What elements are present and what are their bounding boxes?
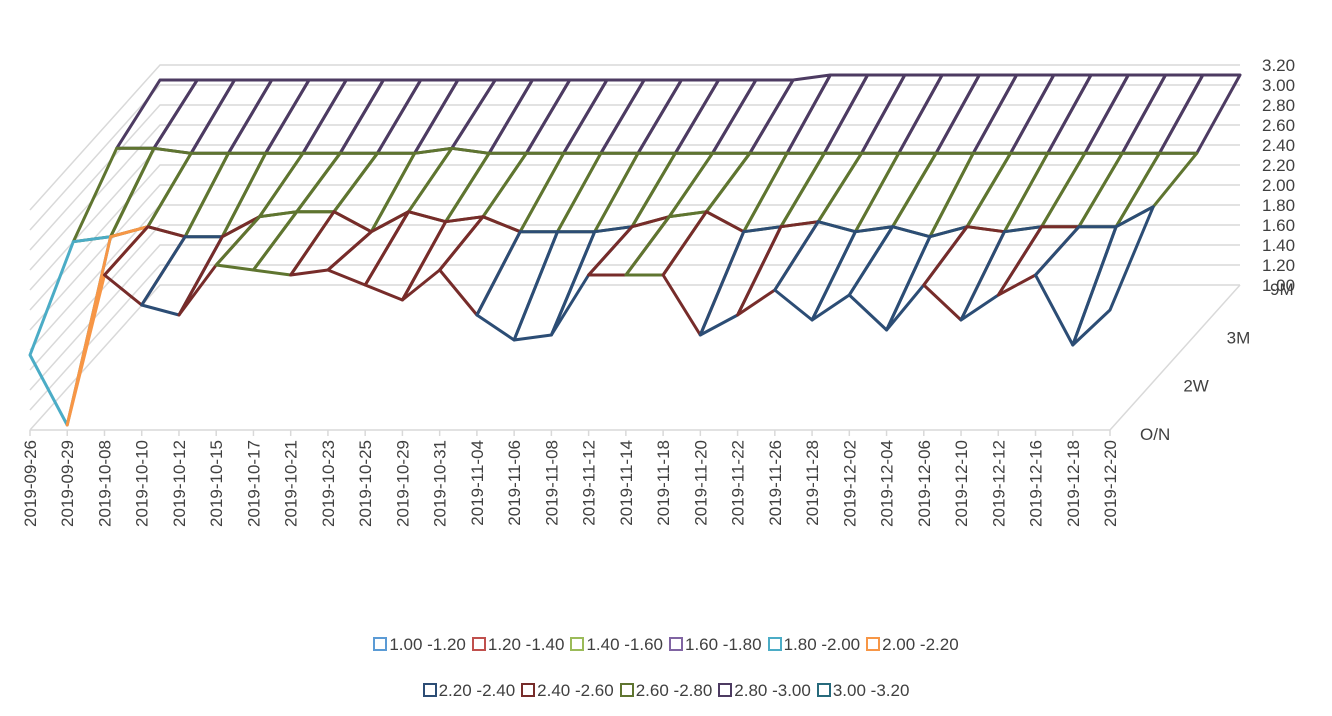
legend-swatch — [570, 637, 585, 651]
depth-tick-label: O/N — [1140, 425, 1170, 444]
x-tick-label: 2019-11-18 — [654, 440, 673, 526]
gridline-1.60 — [29, 224, 1240, 371]
x-tick-label: 2019-11-04 — [468, 440, 487, 526]
legend-item: 1.20 -1.40 — [471, 635, 565, 655]
surface-cell-O/N-2019-12-18 — [1071, 205, 1155, 347]
legend-swatch — [373, 637, 388, 651]
x-tick-label: 2019-11-26 — [766, 440, 785, 526]
legend-swatch — [718, 683, 733, 697]
depth-tick-label: 2W — [1183, 377, 1209, 396]
legend-swatch — [521, 683, 536, 697]
legend-label: 3.00 -3.20 — [832, 681, 910, 700]
x-tick-label: 2019-12-18 — [1064, 440, 1083, 527]
legend-swatch — [619, 683, 634, 697]
legend-item: 2.00 -2.20 — [866, 635, 959, 655]
z-tick-label: 3.20 — [1262, 56, 1295, 75]
legend-label: 1.60 -1.80 — [685, 635, 762, 654]
legend-item: 2.40 -2.60 — [521, 681, 614, 701]
x-tick-label: 2019-10-10 — [133, 440, 152, 527]
z-tick-label: 3.00 — [1262, 76, 1295, 95]
z-tick-label: 2.20 — [1262, 156, 1295, 175]
z-tick-label: 2.80 — [1262, 96, 1295, 115]
legend-swatch — [866, 637, 881, 651]
z-tick-label: 1.00 — [1262, 276, 1295, 295]
depth-axis: O/N 2W 3M 9M — [1140, 280, 1294, 444]
legend-swatch — [422, 683, 437, 697]
x-tick-label: 2019-10-12 — [170, 440, 189, 527]
gridline-3.20 — [29, 64, 1240, 211]
z-tick-label: 2.60 — [1262, 116, 1295, 135]
x-tick-label: 2019-11-14 — [617, 440, 636, 526]
x-tick-label: 2019-12-06 — [915, 440, 934, 527]
x-tick-label: 2019-11-20 — [691, 440, 710, 526]
x-tick-label: 2019-12-02 — [840, 440, 859, 527]
legend-label: 1.20 -1.40 — [487, 635, 565, 654]
z-tick-label: 2.00 — [1262, 176, 1295, 195]
legend-label: 1.00 -1.20 — [389, 635, 466, 654]
legend-item: 1.80 -2.00 — [767, 635, 861, 655]
z-tick-label: 2.40 — [1262, 136, 1295, 155]
legend-row-1: 1.00 -1.20 1.20 -1.40 1.40 -1.60 1.60 -1.80… — [0, 635, 1332, 655]
legend-swatch — [669, 637, 683, 651]
legend-item: 1.60 -1.80 — [669, 635, 762, 655]
x-tick-label: 2019-11-08 — [542, 440, 561, 526]
gridline-1.20 — [29, 264, 1240, 411]
legend-item: 3.00 -3.20 — [816, 681, 910, 701]
x-tick-label: 2019-10-21 — [282, 440, 301, 527]
legend-swatch — [816, 683, 831, 697]
z-tick-label: 1.60 — [1262, 216, 1295, 235]
gridline-2.80 — [29, 104, 1240, 251]
legend-item: 1.40 -1.60 — [570, 635, 663, 655]
surface-wireframe — [28, 73, 1242, 427]
z-tick-label: 1.40 — [1262, 236, 1295, 255]
legend-item: 2.60 -2.80 — [619, 681, 713, 701]
x-tick-label: 2019-12-20 — [1101, 440, 1120, 527]
gridline-2.60 — [29, 124, 1240, 271]
x-tick-label: 2019-10-17 — [244, 440, 263, 527]
gridline-2.20 — [29, 164, 1240, 311]
x-axis: 2019-09-26 2019-09-29 2019-10-08 2019-10-10… — [21, 430, 1120, 527]
legend-label: 2.20 -2.40 — [438, 681, 516, 700]
gridline-1.00 — [29, 284, 1240, 431]
x-tick-label: 2019-12-12 — [989, 440, 1008, 527]
gridline-3.00 — [29, 84, 1240, 231]
x-tick-label: 2019-10-31 — [431, 440, 450, 527]
x-tick-label: 2019-10-23 — [319, 440, 338, 527]
z-tick-label: 1.80 — [1262, 196, 1295, 215]
legend-item: 2.20 -2.40 — [422, 681, 516, 701]
x-tick-label: 2019-12-16 — [1027, 440, 1046, 527]
x-tick-label: 2019-12-04 — [878, 440, 897, 527]
legend-label: 1.40 -1.60 — [586, 635, 663, 654]
x-tick-label: 2019-11-06 — [505, 440, 524, 526]
x-tick-label: 2019-12-10 — [952, 440, 971, 527]
depth-tick-label: 9M — [1270, 280, 1294, 299]
legend-swatch — [767, 637, 782, 651]
x-tick-label: 2019-11-28 — [803, 440, 822, 526]
x-tick-label: 2019-10-08 — [95, 440, 114, 527]
x-tick-label: 2019-11-12 — [580, 440, 599, 526]
legend-label: 2.00 -2.20 — [882, 635, 959, 654]
x-tick-label: 2019-09-26 — [21, 440, 40, 527]
legend-label: 1.80 -2.00 — [783, 635, 861, 654]
legend-label: 2.40 -2.60 — [537, 681, 614, 700]
z-tick-label: 1.20 — [1262, 256, 1295, 275]
legend-swatch — [471, 637, 486, 651]
z-axis: 1.001.201.401.601.802.002.202.402.602.80… — [1262, 56, 1295, 295]
x-tick-label: 2019-10-15 — [207, 440, 226, 527]
legend-label: 2.60 -2.80 — [635, 681, 713, 700]
legend-label: 2.80 -3.00 — [734, 681, 811, 700]
x-tick-label: 2019-10-25 — [356, 440, 375, 527]
legend-item: 2.80 -3.00 — [718, 681, 811, 701]
depth-tick-label: 3M — [1227, 328, 1251, 347]
x-tick-label: 2019-09-29 — [58, 440, 77, 527]
x-tick-label: 2019-11-22 — [729, 440, 748, 526]
x-tick-label: 2019-10-29 — [393, 440, 412, 527]
legend-row-2: 2.20 -2.40 2.40 -2.60 2.60 -2.80 2.80 -3.00… — [0, 681, 1332, 701]
legend-item: 1.00 -1.20 — [373, 635, 466, 655]
